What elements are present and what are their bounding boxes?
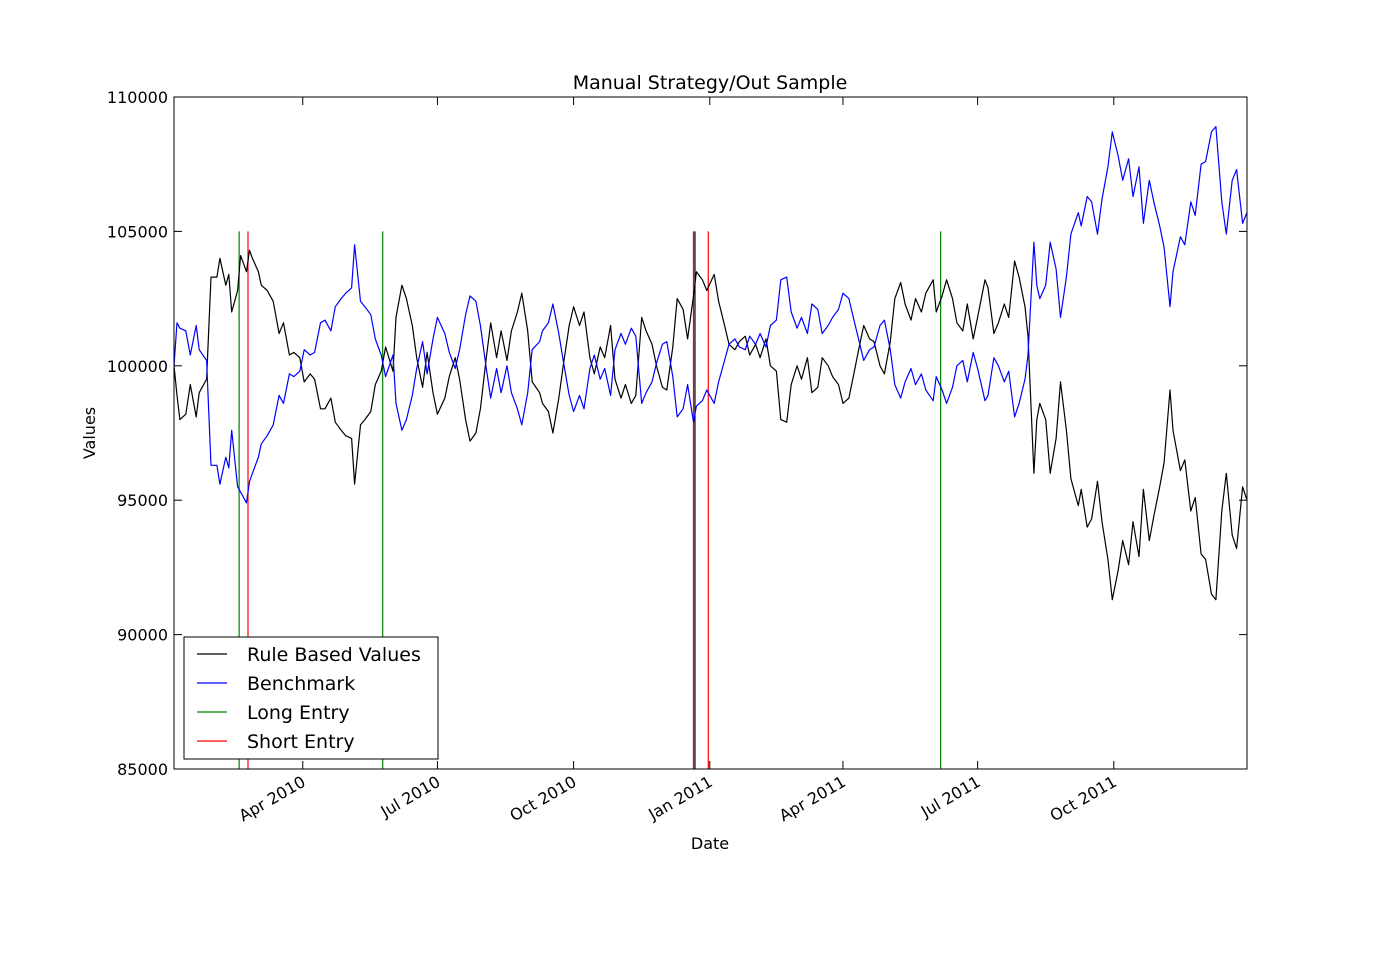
y-tick-label: 100000 <box>107 357 168 376</box>
y-tick-label: 105000 <box>107 222 168 241</box>
plot-area-frame <box>173 96 1248 770</box>
legend-box <box>183 636 439 760</box>
y-tick-label: 95000 <box>117 491 168 510</box>
legend-label-rule-based-values: Rule Based Values <box>247 644 421 666</box>
chart-title: Manual Strategy/Out Sample <box>573 72 848 94</box>
y-tick-label: 85000 <box>117 760 168 779</box>
y-tick-label: 90000 <box>117 626 168 645</box>
y-axis: 85000 90000 95000 100000 105000 110000 <box>107 88 1247 779</box>
rule-based-values-line <box>174 249 1247 601</box>
x-axis-label: Date <box>691 834 729 853</box>
series-lines <box>174 126 1247 601</box>
y-tick-label: 110000 <box>107 88 168 107</box>
legend-label-short-entry: Short Entry <box>247 731 355 753</box>
y-axis-label: Values <box>80 407 99 459</box>
legend-label-benchmark: Benchmark <box>247 673 355 695</box>
legend: Rule Based Values Benchmark Long Entry Shor… <box>183 636 439 760</box>
vertical-markers <box>238 231 942 769</box>
benchmark-line <box>174 126 1247 504</box>
legend-label-long-entry: Long Entry <box>247 702 350 724</box>
